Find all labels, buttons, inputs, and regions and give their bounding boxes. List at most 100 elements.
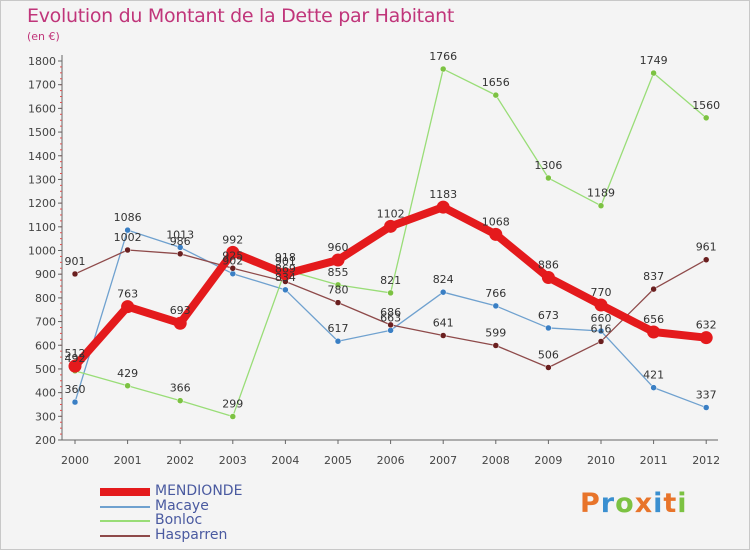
data-label: 821 [380, 274, 401, 287]
data-label: 855 [328, 266, 349, 279]
data-label: 421 [643, 369, 664, 382]
y-tick-label: 1700 [28, 79, 56, 92]
data-label: 766 [485, 287, 506, 300]
data-point [650, 69, 657, 77]
data-label: 429 [117, 367, 138, 380]
data-point [68, 359, 82, 373]
data-label: 1102 [377, 207, 405, 220]
logo-letter: i [677, 488, 688, 519]
data-point [384, 219, 398, 233]
legend-swatch [100, 488, 150, 496]
x-tick-label: 2005 [324, 454, 352, 467]
data-point [124, 226, 131, 234]
y-tick-label: 1100 [28, 221, 56, 234]
legend-item-bonloc: Bonloc [100, 512, 320, 528]
data-point [647, 325, 661, 339]
logo-letter: x [634, 488, 654, 519]
logo-letter: o [615, 488, 635, 519]
x-tick-label: 2007 [429, 454, 457, 467]
data-point [597, 327, 605, 335]
data-point [229, 413, 237, 420]
data-point [439, 332, 447, 339]
series-mendionde [68, 200, 713, 373]
data-point [597, 338, 605, 345]
data-label: 512 [65, 347, 86, 360]
data-label: 1189 [587, 187, 615, 200]
y-tick-label: 200 [35, 434, 56, 447]
data-label: 960 [328, 241, 349, 254]
data-point [226, 245, 240, 259]
data-label: 992 [222, 233, 243, 246]
logo-letter: r [600, 488, 616, 519]
data-labels: 360 1086 1013 902 834 617 663 824 766 673 660 421 33… [65, 50, 721, 410]
data-point [331, 253, 345, 267]
data-point [334, 281, 342, 289]
legend-item-hasparren: Hasparren [100, 527, 320, 543]
data-label: 770 [591, 286, 612, 299]
data-point [699, 331, 713, 345]
data-label: 1766 [429, 50, 457, 63]
data-label: 492 [65, 352, 86, 365]
data-point [597, 202, 605, 209]
legend-label: MENDIONDE [155, 483, 243, 499]
data-label: 986 [170, 235, 191, 248]
data-label: 1306 [534, 159, 562, 172]
data-label: 1656 [482, 76, 510, 89]
data-label: 834 [275, 271, 296, 284]
x-tick-label: 2008 [482, 454, 510, 467]
data-point [278, 267, 292, 281]
series-lines [68, 65, 713, 420]
data-label: 1749 [640, 54, 668, 67]
x-tick-label: 2003 [219, 454, 247, 467]
data-point [173, 316, 187, 330]
data-point [176, 250, 184, 258]
data-label: 686 [380, 306, 401, 319]
y-tick-label: 1000 [28, 245, 56, 258]
data-label: 693 [170, 304, 191, 317]
data-label: 617 [328, 322, 349, 335]
data-label: 360 [65, 383, 86, 396]
data-point [334, 299, 342, 306]
data-point [545, 364, 552, 371]
x-tick-label: 2000 [61, 454, 89, 467]
y-tick-label: 1600 [28, 102, 56, 115]
axes: 200 300 400 500 600 700 800 900 1000 1100 1200 1300… [28, 55, 720, 467]
y-tick-label: 1500 [28, 126, 56, 139]
y-tick-label: 1800 [28, 55, 56, 68]
series-hasparren [71, 246, 710, 371]
data-point [71, 398, 79, 406]
data-label: 641 [433, 317, 454, 330]
data-label: 925 [222, 249, 243, 262]
data-point [702, 404, 710, 411]
data-label: 1002 [114, 231, 142, 244]
data-point [121, 300, 135, 314]
data-label: 632 [696, 319, 717, 332]
x-tick-label: 2006 [377, 454, 405, 467]
x-tick-label: 2012 [692, 454, 720, 467]
legend-item-macaye: Macaye [100, 498, 320, 514]
y-tick-label: 300 [35, 410, 56, 423]
data-label: 837 [643, 270, 664, 283]
y-tick-label: 800 [35, 292, 56, 305]
data-point [71, 270, 79, 278]
data-label: 1013 [166, 228, 194, 241]
legend-item-mendionde: MENDIONDE [100, 483, 320, 499]
x-tick-label: 2004 [271, 454, 299, 467]
data-label: 901 [65, 255, 86, 268]
data-point [492, 91, 500, 99]
data-label: 599 [485, 326, 506, 339]
y-tick-label: 500 [35, 363, 56, 376]
data-point [387, 289, 394, 297]
data-point [594, 298, 608, 312]
data-label: 366 [170, 382, 191, 395]
data-label: 1183 [429, 188, 457, 201]
data-point [176, 397, 184, 404]
proxiti-logo: Proxiti [580, 488, 688, 519]
y-tick-label: 400 [35, 387, 56, 400]
series-macaye [71, 226, 710, 411]
y-tick-label: 700 [35, 316, 56, 329]
data-label: 1560 [692, 99, 720, 112]
x-tick-label: 2002 [166, 454, 194, 467]
